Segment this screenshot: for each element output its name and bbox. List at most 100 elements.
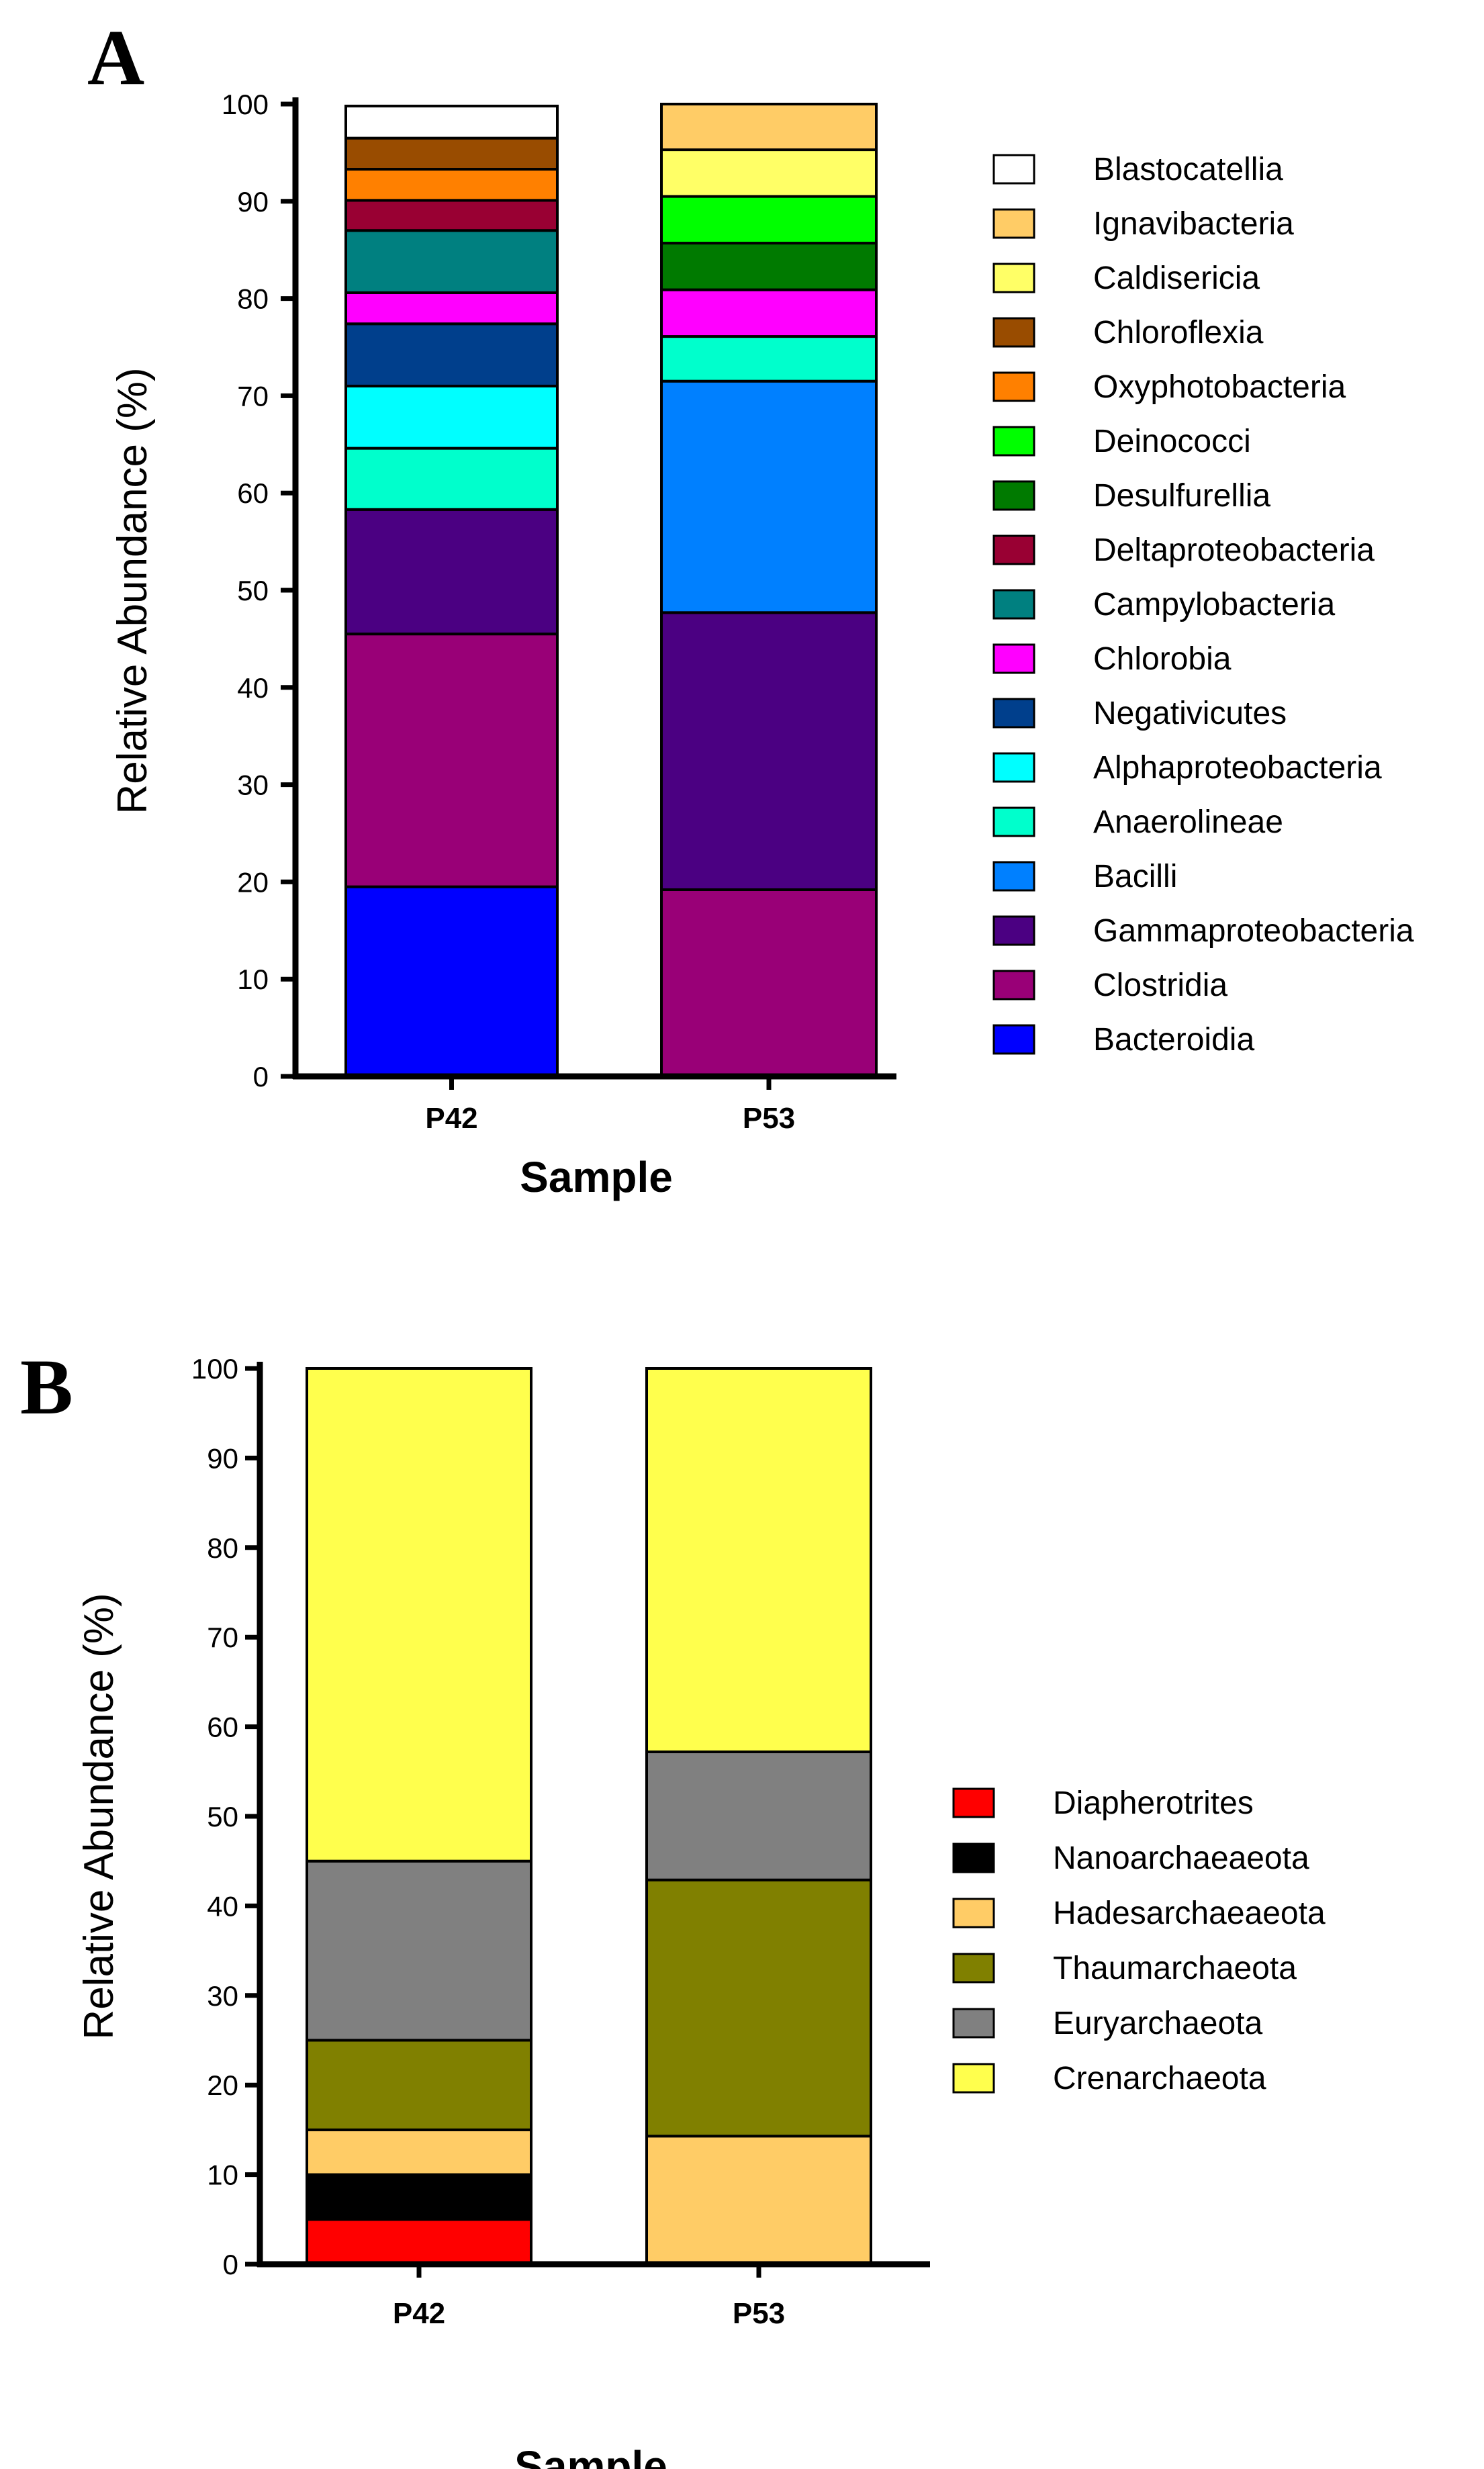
panel-a-legend-swatch-alphaproteobacteria	[992, 752, 1035, 783]
panel-b-legend-label-nanoarchaeaeota: Nanoarchaeaeota	[1053, 1841, 1309, 1876]
panel-a-bar-p53-anaerolineae	[660, 335, 878, 383]
panel-a-bar-p42-chloroflexia	[344, 136, 559, 171]
panel-b-legend-label-thaumarchaeota: Thaumarchaeota	[1053, 1951, 1297, 1986]
panel-a-bar-p42-deltaproteobacteria	[344, 199, 559, 232]
panel-a-y-tick-label-0: 0	[253, 1061, 269, 1092]
panel-a-legend-label-bacteroidia: Bacteroidia	[1093, 1022, 1254, 1058]
panel-b-y-axis-title: Relative Abundance (%)	[76, 1593, 122, 2039]
panel-b-bar-p53-crenarchaeota	[645, 1367, 872, 1753]
panel-a-legend-label-alphaproteobacteria: Alphaproteobacteria	[1093, 750, 1382, 786]
panel-a-legend-label-clostridia: Clostridia	[1093, 968, 1227, 1003]
panel-b-bar-p42-nanoarchaeaeota	[306, 2173, 532, 2221]
panel-b-y-tick-label-60: 60	[207, 1712, 238, 1743]
panel-a-bar-p42-campylobacteria	[344, 229, 559, 294]
panel-b-legend-swatch-diapherotrites	[952, 1787, 995, 1818]
panel-a-bar-p42-anaerolineae	[344, 447, 559, 511]
panel-a-bar-p42-alphaproteobacteria	[344, 384, 559, 450]
panel-a-y-tick-label-20: 20	[237, 866, 269, 898]
panel-a-y-tick-label-70: 70	[237, 380, 269, 412]
panel-b-legend-swatch-crenarchaeota	[952, 2063, 995, 2094]
panel-a-bar-p53-deinococci	[660, 195, 878, 245]
panel-b-bar-p42-crenarchaeota	[306, 1367, 532, 1863]
panel-a-legend-swatch-bacteroidia	[992, 1024, 1035, 1055]
panel-b-category-label-p42: P42	[393, 2297, 445, 2330]
panel-b-bar-p42-euryarchaeota	[306, 1859, 532, 2042]
panel-a-bar-p42-oxyphotobacteria	[344, 168, 559, 202]
panel-a-legend-label-ignavibacteria: Ignavibacteria	[1093, 206, 1294, 242]
panel-b-bar-p42-diapherotrites	[306, 2218, 532, 2266]
panel-b-legend-label-hadesarchaeaeota: Hadesarchaeaeota	[1053, 1896, 1326, 1931]
panel-a-y-tick-label-30: 30	[237, 770, 269, 801]
panel-b-y-tick-label-40: 40	[207, 1890, 238, 1922]
panel-a-bar-p42-chlorobia	[344, 291, 559, 326]
panel-a-y-tick-label-90: 90	[237, 186, 269, 218]
panel-b-x-axis-title: Sample	[514, 2442, 667, 2469]
panel-b-legend-swatch-euryarchaeota	[952, 2008, 995, 2039]
panel-a-legend-label-negativicutes: Negativicutes	[1093, 696, 1287, 731]
panel-b-y-tick-label-100: 100	[191, 1353, 238, 1385]
panel-b-bar-p42-thaumarchaeota	[306, 2039, 532, 2131]
panel-a-bar-p53-chlorobia	[660, 288, 878, 338]
panel-a-bar-p42-gammaproteobacteria	[344, 508, 559, 636]
panel-a-category-label-p42: P42	[425, 1102, 477, 1135]
chart-panel-b: P42 P53 0 10 20 30 40 50 60 70 80 90 100 Relative Abu…	[76, 1353, 1326, 2469]
panel-a-y-tick-label-10: 10	[237, 964, 269, 995]
panel-a-legend-swatch-campylobacteria	[992, 589, 1035, 620]
panel-a-legend-label-deinococci: Deinococci	[1093, 424, 1251, 459]
panel-a-category-label-p53: P53	[743, 1102, 795, 1135]
panel-a-legend-swatch-oxyphotobacteria	[992, 371, 1035, 402]
panel-a-legend-label-oxyphotobacteria: Oxyphotobacteria	[1093, 369, 1346, 405]
panel-a-bar-p42-bacteroidia	[344, 885, 559, 1078]
panel-a-legend-label-blastocatellia: Blastocatellia	[1093, 152, 1283, 187]
panel-a-x-axis-title: Sample	[520, 1153, 673, 1201]
panel-a-legend-swatch-negativicutes	[992, 698, 1035, 729]
chart-panel-a: P42 P53 0 10 20 30 40 50 60 70 80 90 100 Relative Abu…	[109, 89, 1414, 1201]
panel-b-legend-label-diapherotrites: Diapherotrites	[1053, 1785, 1254, 1821]
panel-a-legend-swatch-gammaproteobacteria	[992, 915, 1035, 946]
panel-a-y-tick-label-50: 50	[237, 575, 269, 606]
panel-b-y-tick-label-80: 80	[207, 1532, 238, 1564]
panel-b-y-tick-label-20: 20	[207, 2069, 238, 2101]
panel-a-bar-p53-bacilli	[660, 379, 878, 614]
panel-b-bar-p53-thaumarchaeota	[645, 1878, 872, 2138]
panel-a-y-tick-label-100: 100	[222, 89, 269, 120]
panel-b-legend-label-crenarchaeota: Crenarchaeota	[1053, 2061, 1266, 2096]
panel-letter-b: B	[20, 1343, 73, 1431]
panel-a-bar-p53-gammaproteobacteria	[660, 611, 878, 891]
panel-b-category-label-p53: P53	[733, 2297, 785, 2330]
panel-b-y-tick-label-70: 70	[207, 1622, 238, 1653]
panel-b-legend-swatch-hadesarchaeaeota	[952, 1898, 995, 1928]
panel-b-y-tick-label-10: 10	[207, 2159, 238, 2191]
panel-a-bar-p42-clostridia	[344, 633, 559, 888]
panel-a-bar-p42-negativicutes	[344, 322, 559, 387]
panel-a-y-tick-label-60: 60	[237, 477, 269, 509]
panel-a-y-tick-label-80: 80	[237, 283, 269, 315]
panel-a-bar-p42-blastocatellia	[344, 104, 559, 140]
panel-a-legend-label-campylobacteria: Campylobacteria	[1093, 587, 1335, 622]
panel-a-y-axis-title: Relative Abundance (%)	[109, 367, 156, 814]
panel-b-bar-p42-hadesarchaeaeota	[306, 2128, 532, 2176]
panel-a-legend-swatch-desulfurellia	[992, 480, 1035, 511]
panel-a-legend-swatch-ignavibacteria	[992, 208, 1035, 239]
panel-letter-a: A	[87, 13, 144, 101]
panel-a-legend-label-chloroflexia: Chloroflexia	[1093, 315, 1264, 351]
panel-a-legend-swatch-chlorobia	[992, 643, 1035, 674]
panel-a-legend-swatch-chloroflexia	[992, 317, 1035, 348]
panel-a-legend-swatch-caldisericia	[992, 263, 1035, 293]
panel-a-legend-swatch-bacilli	[992, 861, 1035, 892]
panel-b-y-tick-label-50: 50	[207, 1801, 238, 1832]
panel-a-legend-swatch-deinococci	[992, 426, 1035, 457]
panel-b-legend-swatch-thaumarchaeota	[952, 1953, 995, 1984]
panel-a-bar-p53-caldisericia	[660, 148, 878, 198]
panel-b-bar-p53-hadesarchaeaeota	[645, 2135, 872, 2266]
panel-a-legend-swatch-clostridia	[992, 970, 1035, 1000]
panel-a-legend-label-anaerolineae: Anaerolineae	[1093, 804, 1283, 840]
panel-b-y-tick-label-90: 90	[207, 1442, 238, 1474]
panel-b-bar-p53-euryarchaeota	[645, 1750, 872, 1881]
panel-a-legend-swatch-blastocatellia	[992, 154, 1035, 185]
panel-b-y-tick-label-0: 0	[223, 2249, 238, 2280]
panel-a-bar-p53-clostridia	[660, 888, 878, 1078]
panel-a-legend-label-chlorobia: Chlorobia	[1093, 641, 1232, 677]
panel-a-legend-label-deltaproteobacteria: Deltaproteobacteria	[1093, 532, 1375, 568]
